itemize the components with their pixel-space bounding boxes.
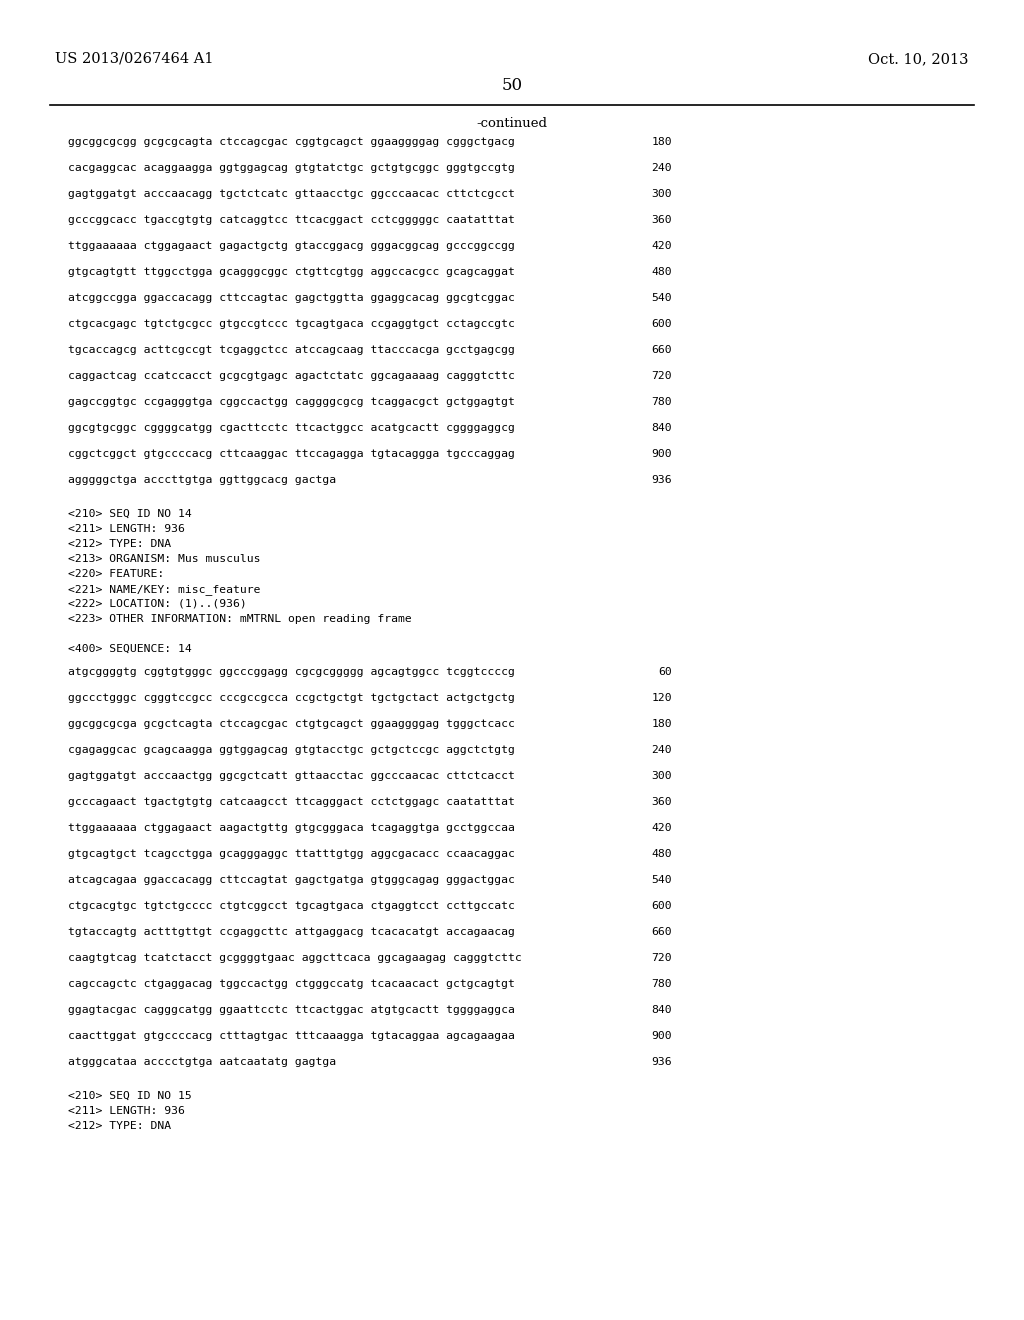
Text: 600: 600: [651, 319, 672, 329]
Text: <212> TYPE: DNA: <212> TYPE: DNA: [68, 1121, 171, 1131]
Text: cagccagctc ctgaggacag tggccactgg ctgggccatg tcacaacact gctgcagtgt: cagccagctc ctgaggacag tggccactgg ctgggcc…: [68, 979, 515, 989]
Text: <212> TYPE: DNA: <212> TYPE: DNA: [68, 539, 171, 549]
Text: 660: 660: [651, 927, 672, 937]
Text: 300: 300: [651, 189, 672, 199]
Text: <220> FEATURE:: <220> FEATURE:: [68, 569, 164, 579]
Text: tgcaccagcg acttcgccgt tcgaggctcc atccagcaag ttacccacga gcctgagcgg: tgcaccagcg acttcgccgt tcgaggctcc atccagc…: [68, 345, 515, 355]
Text: 240: 240: [651, 162, 672, 173]
Text: 936: 936: [651, 1057, 672, 1067]
Text: gcccggcacc tgaccgtgtg catcaggtcc ttcacggact cctcgggggc caatatttat: gcccggcacc tgaccgtgtg catcaggtcc ttcacgg…: [68, 215, 515, 224]
Text: ttggaaaaaa ctggagaact gagactgctg gtaccggacg gggacggcag gcccggccgg: ttggaaaaaa ctggagaact gagactgctg gtaccgg…: [68, 242, 515, 251]
Text: 720: 720: [651, 953, 672, 964]
Text: cacgaggcac acaggaagga ggtggagcag gtgtatctgc gctgtgcggc gggtgccgtg: cacgaggcac acaggaagga ggtggagcag gtgtatc…: [68, 162, 515, 173]
Text: 900: 900: [651, 449, 672, 459]
Text: 480: 480: [651, 267, 672, 277]
Text: 180: 180: [651, 137, 672, 147]
Text: 540: 540: [651, 293, 672, 304]
Text: 840: 840: [651, 422, 672, 433]
Text: 660: 660: [651, 345, 672, 355]
Text: gtgcagtgtt ttggcctgga gcagggcggc ctgttcgtgg aggccacgcc gcagcaggat: gtgcagtgtt ttggcctgga gcagggcggc ctgttcg…: [68, 267, 515, 277]
Text: ttggaaaaaa ctggagaact aagactgttg gtgcgggaca tcagaggtga gcctggccaa: ttggaaaaaa ctggagaact aagactgttg gtgcggg…: [68, 822, 515, 833]
Text: atgcggggtg cggtgtgggc ggcccggagg cgcgcggggg agcagtggcc tcggtccccg: atgcggggtg cggtgtgggc ggcccggagg cgcgcgg…: [68, 667, 515, 677]
Text: 780: 780: [651, 979, 672, 989]
Text: caggactcag ccatccacct gcgcgtgagc agactctatc ggcagaaaag cagggtcttc: caggactcag ccatccacct gcgcgtgagc agactct…: [68, 371, 515, 381]
Text: ggagtacgac cagggcatgg ggaattcctc ttcactggac atgtgcactt tggggaggca: ggagtacgac cagggcatgg ggaattcctc ttcactg…: [68, 1005, 515, 1015]
Text: ggccctgggc cgggtccgcc cccgccgcca ccgctgctgt tgctgctact actgctgctg: ggccctgggc cgggtccgcc cccgccgcca ccgctgc…: [68, 693, 515, 704]
Text: <211> LENGTH: 936: <211> LENGTH: 936: [68, 524, 185, 535]
Text: -continued: -continued: [476, 117, 548, 129]
Text: 240: 240: [651, 744, 672, 755]
Text: <213> ORGANISM: Mus musculus: <213> ORGANISM: Mus musculus: [68, 554, 260, 564]
Text: 480: 480: [651, 849, 672, 859]
Text: 360: 360: [651, 797, 672, 807]
Text: 180: 180: [651, 719, 672, 729]
Text: 360: 360: [651, 215, 672, 224]
Text: Oct. 10, 2013: Oct. 10, 2013: [868, 51, 969, 66]
Text: <210> SEQ ID NO 15: <210> SEQ ID NO 15: [68, 1092, 191, 1101]
Text: gagccggtgc ccgagggtga cggccactgg caggggcgcg tcaggacgct gctggagtgt: gagccggtgc ccgagggtga cggccactgg caggggc…: [68, 397, 515, 407]
Text: <223> OTHER INFORMATION: mMTRNL open reading frame: <223> OTHER INFORMATION: mMTRNL open rea…: [68, 614, 412, 624]
Text: atcagcagaa ggaccacagg cttccagtat gagctgatga gtgggcagag gggactggac: atcagcagaa ggaccacagg cttccagtat gagctga…: [68, 875, 515, 884]
Text: cgagaggcac gcagcaagga ggtggagcag gtgtacctgc gctgctccgc aggctctgtg: cgagaggcac gcagcaagga ggtggagcag gtgtacc…: [68, 744, 515, 755]
Text: ctgcacgagc tgtctgcgcc gtgccgtccc tgcagtgaca ccgaggtgct cctagccgtc: ctgcacgagc tgtctgcgcc gtgccgtccc tgcagtg…: [68, 319, 515, 329]
Text: ggcgtgcggc cggggcatgg cgacttcctc ttcactggcc acatgcactt cggggaggcg: ggcgtgcggc cggggcatgg cgacttcctc ttcactg…: [68, 422, 515, 433]
Text: 720: 720: [651, 371, 672, 381]
Text: <222> LOCATION: (1)..(936): <222> LOCATION: (1)..(936): [68, 599, 247, 609]
Text: 540: 540: [651, 875, 672, 884]
Text: <400> SEQUENCE: 14: <400> SEQUENCE: 14: [68, 644, 191, 653]
Text: 60: 60: [658, 667, 672, 677]
Text: 780: 780: [651, 397, 672, 407]
Text: gcccagaact tgactgtgtg catcaagcct ttcagggact cctctggagc caatatttat: gcccagaact tgactgtgtg catcaagcct ttcaggg…: [68, 797, 515, 807]
Text: tgtaccagtg actttgttgt ccgaggcttc attgaggacg tcacacatgt accagaacag: tgtaccagtg actttgttgt ccgaggcttc attgagg…: [68, 927, 515, 937]
Text: 840: 840: [651, 1005, 672, 1015]
Text: 600: 600: [651, 902, 672, 911]
Text: <211> LENGTH: 936: <211> LENGTH: 936: [68, 1106, 185, 1115]
Text: ggcggcgcgg gcgcgcagta ctccagcgac cggtgcagct ggaaggggag cgggctgacg: ggcggcgcgg gcgcgcagta ctccagcgac cggtgca…: [68, 137, 515, 147]
Text: ctgcacgtgc tgtctgcccc ctgtcggcct tgcagtgaca ctgaggtcct ccttgccatc: ctgcacgtgc tgtctgcccc ctgtcggcct tgcagtg…: [68, 902, 515, 911]
Text: <210> SEQ ID NO 14: <210> SEQ ID NO 14: [68, 510, 191, 519]
Text: US 2013/0267464 A1: US 2013/0267464 A1: [55, 51, 213, 66]
Text: gtgcagtgct tcagcctgga gcagggaggc ttatttgtgg aggcgacacc ccaacaggac: gtgcagtgct tcagcctgga gcagggaggc ttatttg…: [68, 849, 515, 859]
Text: 300: 300: [651, 771, 672, 781]
Text: 420: 420: [651, 822, 672, 833]
Text: 420: 420: [651, 242, 672, 251]
Text: caagtgtcag tcatctacct gcggggtgaac aggcttcaca ggcagaagag cagggtcttc: caagtgtcag tcatctacct gcggggtgaac aggctt…: [68, 953, 522, 964]
Text: atcggccgga ggaccacagg cttccagtac gagctggtta ggaggcacag ggcgtcggac: atcggccgga ggaccacagg cttccagtac gagctgg…: [68, 293, 515, 304]
Text: gagtggatgt acccaacagg tgctctcatc gttaacctgc ggcccaacac cttctcgcct: gagtggatgt acccaacagg tgctctcatc gttaacc…: [68, 189, 515, 199]
Text: ggcggcgcga gcgctcagta ctccagcgac ctgtgcagct ggaaggggag tgggctcacc: ggcggcgcga gcgctcagta ctccagcgac ctgtgca…: [68, 719, 515, 729]
Text: 120: 120: [651, 693, 672, 704]
Text: caacttggat gtgccccacg ctttagtgac tttcaaagga tgtacaggaa agcagaagaa: caacttggat gtgccccacg ctttagtgac tttcaaa…: [68, 1031, 515, 1041]
Text: atgggcataa acccctgtga aatcaatatg gagtga: atgggcataa acccctgtga aatcaatatg gagtga: [68, 1057, 336, 1067]
Text: 900: 900: [651, 1031, 672, 1041]
Text: gagtggatgt acccaactgg ggcgctcatt gttaacctac ggcccaacac cttctcacct: gagtggatgt acccaactgg ggcgctcatt gttaacc…: [68, 771, 515, 781]
Text: agggggctga acccttgtga ggttggcacg gactga: agggggctga acccttgtga ggttggcacg gactga: [68, 475, 336, 484]
Text: 936: 936: [651, 475, 672, 484]
Text: 50: 50: [502, 77, 522, 94]
Text: cggctcggct gtgccccacg cttcaaggac ttccagagga tgtacaggga tgcccaggag: cggctcggct gtgccccacg cttcaaggac ttccaga…: [68, 449, 515, 459]
Text: <221> NAME/KEY: misc_feature: <221> NAME/KEY: misc_feature: [68, 583, 260, 595]
